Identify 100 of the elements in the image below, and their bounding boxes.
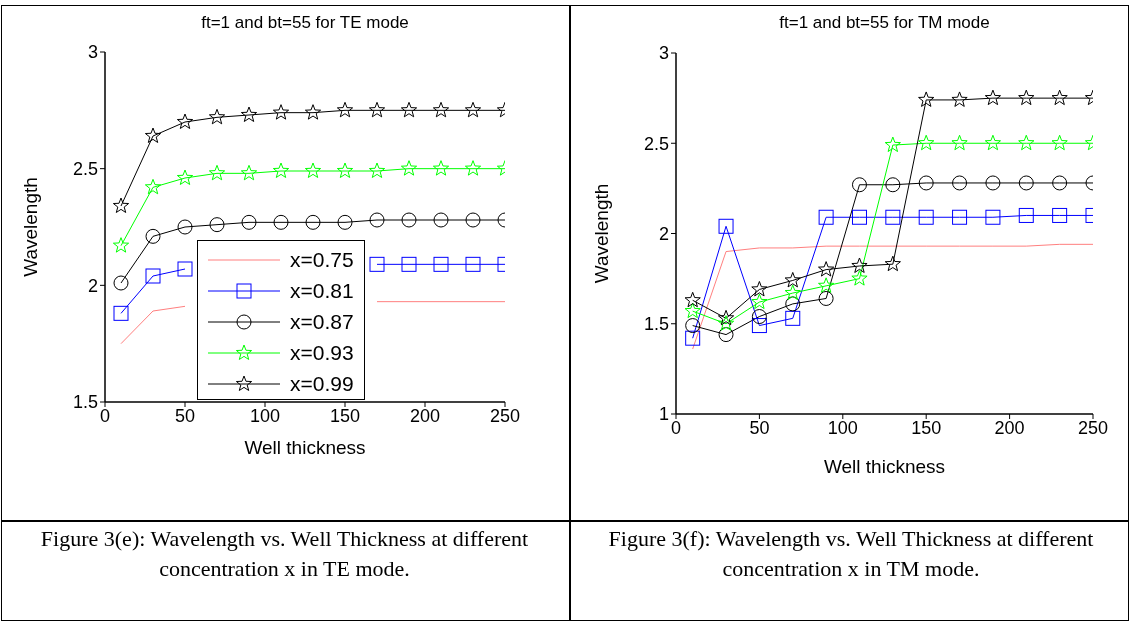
point (751, 293, 768, 310)
point (1051, 89, 1068, 106)
x-tick-label: 250 (489, 405, 521, 426)
point (432, 101, 450, 118)
point (145, 228, 161, 244)
point (1018, 207, 1034, 223)
point (1051, 134, 1068, 151)
point (951, 91, 968, 107)
point (241, 214, 257, 230)
point (684, 302, 701, 319)
y-axis-title: Wavelength (19, 177, 41, 277)
point (401, 212, 417, 228)
point (465, 212, 481, 228)
point (177, 219, 193, 235)
point (1052, 175, 1068, 191)
point (685, 318, 701, 334)
point (918, 175, 934, 191)
y-tick-label: 3 (658, 43, 669, 64)
point (401, 256, 417, 272)
point (240, 164, 258, 181)
point (113, 305, 129, 321)
point (918, 134, 935, 151)
x-tick-label: 250 (1077, 417, 1109, 438)
point (751, 318, 767, 334)
caption: Figure 3(f): Wavelength vs. Well Thickness at different concentration x in TM mode. (607, 525, 1095, 583)
point (144, 127, 162, 143)
point (145, 268, 161, 284)
point (176, 169, 194, 185)
legend-label: x=0.87 (290, 309, 354, 334)
y-tick-label: 1.5 (643, 314, 669, 335)
point (818, 261, 835, 277)
point (177, 261, 193, 277)
point (851, 209, 867, 225)
point (337, 214, 353, 230)
point (985, 175, 1001, 191)
point (272, 162, 290, 178)
point (368, 162, 386, 178)
point (952, 209, 968, 225)
point (984, 89, 1002, 106)
point (208, 164, 226, 181)
line-series (692, 243, 1093, 350)
y-tick-label: 2 (87, 275, 98, 296)
point (400, 160, 418, 176)
point (304, 162, 322, 178)
point (785, 296, 801, 312)
point (176, 113, 194, 129)
x-tick-label: 200 (994, 417, 1025, 438)
point (400, 101, 418, 118)
point (336, 101, 354, 118)
x-axis-title: Well thickness (823, 456, 946, 477)
point (368, 101, 386, 118)
point (1052, 207, 1068, 223)
x-tick-label: 150 (329, 405, 361, 426)
point (272, 104, 290, 120)
point (851, 257, 868, 273)
point (818, 209, 834, 225)
chart-title: ft=1 and bt=55 for TE mode (200, 13, 410, 33)
x-tick-label: 100 (249, 405, 281, 426)
point (885, 177, 901, 193)
point (918, 209, 934, 225)
point (369, 212, 385, 228)
point (818, 290, 834, 306)
y-tick-label: 1 (658, 404, 669, 425)
point (1018, 175, 1034, 191)
point (884, 136, 901, 153)
point (464, 101, 482, 118)
point (718, 218, 734, 234)
point (336, 162, 354, 178)
point (751, 280, 768, 297)
point (433, 212, 449, 228)
x-tick-label: 0 (670, 417, 682, 438)
point (1018, 134, 1035, 151)
point (717, 309, 735, 326)
x-tick-label: 200 (409, 405, 441, 426)
chart-title: ft=1 and bt=55 for TM mode (778, 13, 991, 33)
point (952, 175, 968, 191)
x-tick-label: 100 (827, 417, 858, 438)
point (718, 327, 734, 343)
point (112, 237, 130, 253)
point (240, 106, 258, 122)
point (984, 134, 1002, 151)
point (951, 134, 968, 151)
point (685, 330, 701, 346)
legend-label: x=0.99 (290, 371, 354, 396)
point (112, 197, 130, 213)
point (918, 91, 935, 107)
point (985, 209, 1001, 225)
point (432, 160, 450, 176)
point (144, 178, 162, 195)
y-tick-label: 2.5 (643, 133, 669, 154)
point (208, 108, 226, 125)
point (784, 284, 801, 301)
point (785, 310, 801, 326)
y-tick-label: 3 (87, 42, 98, 63)
point (113, 275, 129, 291)
point (1018, 89, 1035, 106)
point (851, 177, 867, 193)
y-axis-title: Wavelength (590, 183, 612, 284)
x-tick-label: 150 (911, 417, 942, 438)
legend-label: x=0.93 (290, 340, 354, 365)
